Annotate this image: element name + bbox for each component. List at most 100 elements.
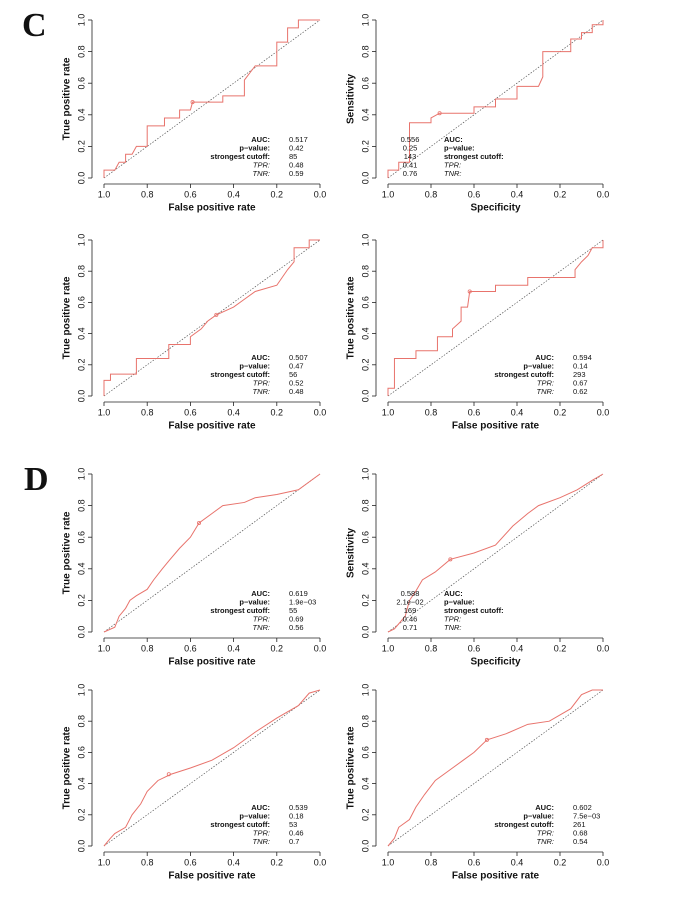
stat-value: 0.41 (403, 160, 418, 169)
x-axis-label: False positive rate (168, 203, 256, 214)
x-tick-label: 0.8 (425, 407, 438, 417)
x-tick-label: 0.4 (511, 407, 524, 417)
x-tick-label: 0.8 (141, 189, 154, 199)
y-axis-label: True positive rate (62, 276, 73, 359)
stat-value: 0.54 (573, 837, 588, 846)
stat-label: AUC: (535, 803, 554, 812)
y-axis-label: True positive rate (62, 726, 73, 809)
y-tick-label: 0.0 (360, 390, 370, 403)
stat-label: AUC: (251, 803, 270, 812)
chance-line (387, 239, 604, 397)
stat-label: p−value: (444, 143, 475, 152)
x-tick-label: 1.0 (98, 407, 111, 417)
y-tick-label: 0.4 (76, 777, 86, 790)
cutoff-point (484, 737, 489, 742)
y-tick-label: 0.6 (76, 77, 86, 90)
stat-value: 85 (289, 152, 297, 161)
y-tick-label: 0.6 (360, 296, 370, 309)
chance-line (103, 19, 321, 179)
y-tick-label: 0.8 (76, 45, 86, 58)
y-tick-label: 1.0 (360, 468, 370, 481)
stat-value: 0.71 (403, 623, 418, 632)
y-tick-label: 0.4 (76, 563, 86, 576)
stat-value: 143 (404, 152, 417, 161)
stat-value: 261 (573, 820, 586, 829)
x-tick-label: 0.8 (141, 857, 154, 867)
x-tick-label: 0.0 (597, 189, 610, 199)
cutoff-point (448, 557, 453, 562)
stat-value: 293 (573, 370, 586, 379)
roc-curve (387, 20, 604, 178)
stat-value: 0.7 (289, 837, 299, 846)
y-axis-label: Sensitivity (346, 528, 357, 578)
x-tick-label: 0.4 (227, 643, 240, 653)
x-tick-label: 0.2 (271, 407, 284, 417)
y-tick-label: 0.0 (76, 840, 86, 853)
x-tick-label: 0.2 (554, 407, 567, 417)
x-tick-label: 1.0 (382, 643, 395, 653)
y-tick-label: 1.0 (76, 684, 86, 697)
stat-value: 1.9e−03 (289, 597, 316, 606)
stat-label: AUC: (444, 589, 463, 598)
x-tick-label: 0.2 (271, 189, 284, 199)
x-tick-label: 0.8 (425, 643, 438, 653)
y-tick-label: 0.4 (360, 563, 370, 576)
y-tick-label: 0.6 (360, 531, 370, 544)
roc-curve (387, 240, 604, 396)
x-tick-label: 1.0 (382, 189, 395, 199)
cutoff-point (214, 312, 219, 317)
x-tick-label: 0.2 (271, 643, 284, 653)
stat-value: 0.46 (403, 614, 418, 623)
y-tick-label: 0.6 (76, 746, 86, 759)
x-tick-label: 1.0 (98, 857, 111, 867)
stat-label: strongest cutoff: (210, 152, 270, 161)
x-axis-label: False positive rate (452, 871, 540, 882)
stat-value: 0.588 (401, 589, 420, 598)
x-tick-label: 0.0 (597, 857, 610, 867)
y-tick-label: 0.8 (360, 265, 370, 278)
y-tick-label: 0.2 (360, 809, 370, 822)
stat-label: AUC: (251, 135, 270, 144)
x-tick-label: 0.2 (554, 857, 567, 867)
stat-label: TNR: (253, 623, 271, 632)
x-tick-label: 0.6 (184, 189, 197, 199)
y-tick-label: 1.0 (76, 234, 86, 247)
y-tick-label: 0.0 (360, 626, 370, 639)
x-tick-label: 0.0 (314, 407, 327, 417)
y-axis-label: True positive rate (346, 276, 357, 359)
cutoff-point (467, 289, 472, 294)
x-axis-label: False positive rate (168, 421, 256, 432)
stat-value: 0.76 (403, 169, 418, 178)
x-tick-label: 0.8 (425, 189, 438, 199)
y-tick-label: 0.8 (360, 499, 370, 512)
stat-value: 56 (289, 370, 297, 379)
stat-value: 0.18 (289, 811, 304, 820)
stat-label: TPR: (253, 378, 270, 387)
cutoff-point (197, 520, 202, 525)
stat-value: 0.619 (289, 589, 308, 598)
y-axis-label: True positive rate (62, 57, 73, 140)
stat-label: TNR: (444, 169, 462, 178)
y-tick-label: 0.6 (360, 746, 370, 759)
stat-value: 0.46 (289, 828, 304, 837)
stat-label: p−value: (239, 361, 270, 370)
x-axis-label: Specificity (470, 203, 520, 214)
x-tick-label: 0.4 (511, 643, 524, 653)
x-tick-label: 0.4 (511, 189, 524, 199)
y-tick-label: 0.4 (360, 109, 370, 122)
stat-value: 0.42 (289, 143, 304, 152)
y-tick-label: 1.0 (360, 234, 370, 247)
stat-value: 0.594 (573, 353, 592, 362)
stat-label: TNR: (253, 169, 271, 178)
chance-line (387, 689, 604, 847)
stat-label: TPR: (444, 614, 461, 623)
x-tick-label: 0.6 (468, 857, 481, 867)
stat-value: 0.68 (573, 828, 588, 837)
roc-curve (103, 473, 321, 633)
y-tick-label: 0.2 (360, 594, 370, 607)
stat-value: 7.5e−03 (573, 811, 600, 820)
cutoff-point (437, 111, 442, 116)
y-tick-label: 0.4 (76, 327, 86, 340)
x-tick-label: 0.6 (184, 857, 197, 867)
